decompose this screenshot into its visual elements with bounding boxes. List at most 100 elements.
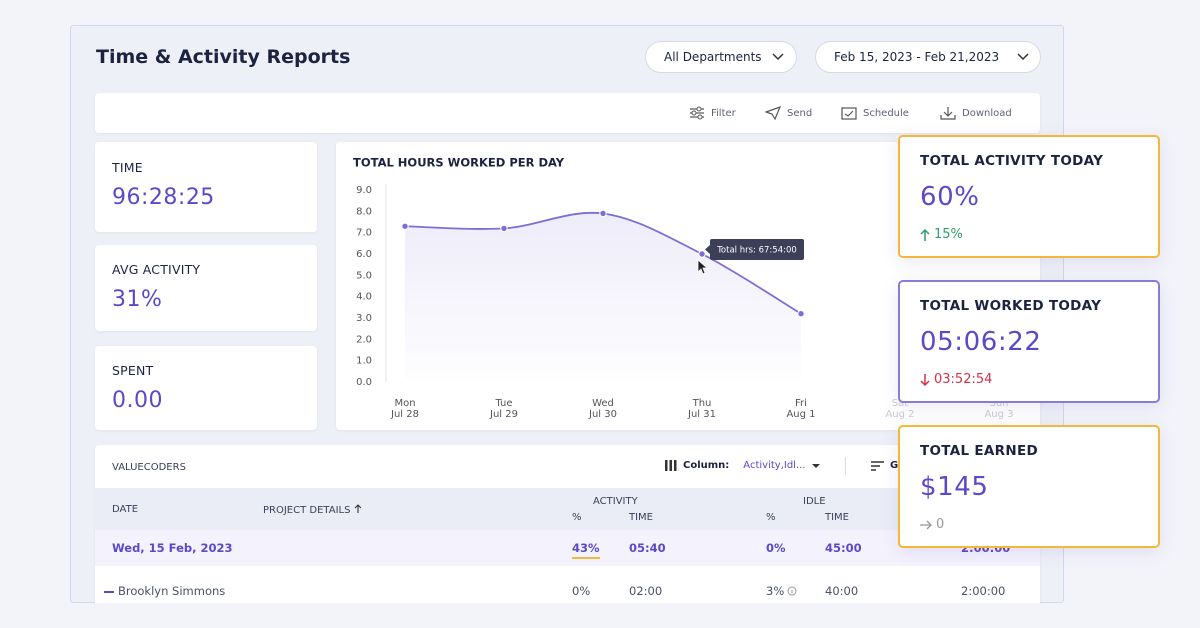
tool-label: Filter — [711, 107, 736, 119]
x-tick-label: Sun — [989, 398, 1008, 409]
tool-label: Send — [787, 107, 813, 119]
tool-label: Schedule — [863, 107, 909, 119]
department-select[interactable]: All Departments — [645, 41, 797, 73]
stat-value: 96:28:25 — [112, 185, 215, 210]
x-tick-label: Aug 1 — [786, 409, 815, 420]
cell: 45:00 — [825, 541, 862, 555]
info-icon — [787, 586, 797, 596]
y-tick-label: 1.0 — [356, 356, 372, 367]
change-text: 03:52:54 — [934, 372, 993, 387]
stat-card: AVG ACTIVITY 31% — [95, 245, 317, 331]
x-tick-label: Fri — [795, 398, 807, 409]
header-cell: PROJECT DETAILS — [263, 504, 362, 516]
card-title: TOTAL EARNED — [920, 443, 1038, 459]
x-tick-label: Tue — [494, 398, 512, 409]
table-header — [95, 488, 1040, 530]
cell: 02:00 — [629, 584, 663, 598]
icon — [871, 460, 884, 471]
tooltip-text: Total hrs: 67:54:00 — [716, 246, 797, 256]
y-tick-label: 8.0 — [356, 206, 372, 217]
x-tick-label: Thu — [692, 398, 712, 409]
chevron — [772, 53, 784, 61]
tool-label: Download — [962, 107, 1012, 119]
y-tick-label: 7.0 — [356, 228, 372, 239]
icon — [765, 106, 781, 120]
kpi-card: TOTAL ACTIVITY TODAY 60% 15% — [898, 135, 1160, 258]
page-bottom — [0, 603, 1200, 628]
point — [500, 224, 508, 233]
group-button[interactable]: G — [871, 460, 898, 471]
x-tick-label: Jul 31 — [687, 409, 716, 420]
sub-header: TIME — [629, 512, 654, 523]
cell: 3% — [766, 584, 797, 598]
sub-header: % — [572, 512, 582, 523]
arrow-down — [920, 373, 930, 386]
y-tick-label: 0.0 — [356, 377, 372, 388]
sub-header: TIME — [825, 512, 850, 523]
schedule-button[interactable]: Schedule — [841, 106, 909, 120]
divider — [845, 457, 846, 475]
toolbar: Filter Send Schedule Download — [95, 93, 1040, 133]
area — [405, 212, 801, 382]
icon — [690, 106, 704, 120]
y-tick-label: 4.0 — [356, 292, 372, 303]
header-text: PROJECT DETAILS — [263, 505, 351, 516]
stat-label: TIME — [112, 160, 143, 175]
sort-icon — [354, 504, 362, 513]
arrow-up — [920, 228, 930, 241]
column-label: Column: — [683, 460, 730, 471]
group-header: IDLE — [803, 496, 826, 507]
chart-title: TOTAL HOURS WORKED PER DAY — [353, 156, 565, 170]
card-change: 0 — [920, 517, 944, 532]
cell: Wed, 15 Feb, 2023 — [112, 541, 233, 555]
icon — [940, 107, 956, 120]
card-title: TOTAL WORKED TODAY — [920, 298, 1102, 314]
send-button[interactable]: Send — [765, 106, 812, 120]
download-button[interactable]: Download — [940, 106, 1012, 120]
card-title: TOTAL ACTIVITY TODAY — [920, 153, 1104, 169]
filter-button[interactable]: Filter — [689, 106, 736, 120]
y-tick-label: 5.0 — [356, 270, 372, 281]
point — [401, 222, 409, 230]
table-panel: VALUECODERS Column: Activity,Idl... G DA… — [95, 445, 1040, 615]
card-value: 05:06:22 — [920, 327, 1042, 357]
change-text: 0 — [936, 517, 945, 532]
group-text: G — [890, 460, 899, 471]
icon — [665, 460, 677, 471]
x-tick-label: Jul 28 — [390, 409, 419, 420]
x-tick-label: Aug 3 — [984, 409, 1013, 420]
date-text: Feb 15, 2023 - Feb 21,2023 — [834, 50, 1000, 64]
y-tick-label: 9.0 — [356, 185, 372, 196]
stat-card: SPENT 0.00 — [95, 346, 317, 430]
y-tick-label: 3.0 — [356, 313, 372, 324]
table-row — [95, 530, 1040, 566]
cell: 0% — [766, 541, 786, 555]
arrow-right — [920, 520, 932, 529]
cell: 43% — [572, 541, 600, 559]
column-select[interactable]: Column: Activity,Idl... — [665, 460, 821, 471]
card-change: 15% — [920, 227, 963, 242]
cursor — [697, 259, 709, 275]
x-tick-label: Sat — [892, 398, 908, 409]
stat-value: 31% — [112, 287, 163, 312]
cell: 2:00:00 — [961, 584, 1006, 598]
header-cell: DATE — [112, 504, 139, 515]
indent-dash — [104, 591, 114, 593]
stat-card: TIME 96:28:25 — [95, 142, 317, 232]
chart: TOTAL HOURS WORKED PER DAY 0.0 1.0 2.0 3.0 4… — [353, 156, 1014, 421]
cell: 40:00 — [825, 584, 859, 598]
group-header: ACTIVITY — [593, 496, 638, 507]
tooltip-pointer — [705, 245, 710, 254]
tooltip — [710, 239, 804, 260]
x-tick-label: Mon — [394, 398, 415, 409]
cell: 05:40 — [629, 541, 666, 555]
department-text: All Departments — [664, 50, 762, 64]
icon — [841, 107, 857, 120]
point — [797, 310, 805, 318]
stat-label: SPENT — [112, 363, 154, 378]
stat-label: AVG ACTIVITY — [112, 262, 201, 277]
table-title: VALUECODERS — [112, 462, 186, 473]
cell: Brooklyn Simmons — [118, 584, 226, 598]
date-select[interactable]: Feb 15, 2023 - Feb 21,2023 — [815, 41, 1041, 73]
